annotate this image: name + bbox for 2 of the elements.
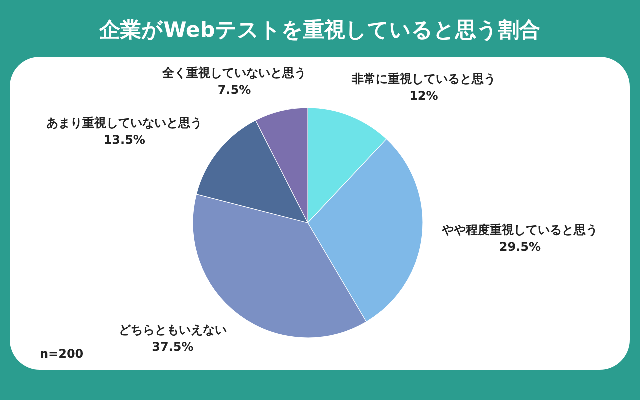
title: 企業がWebテストを重視していると思う割合 (100, 18, 540, 42)
annotation: n=200 (40, 347, 84, 361)
